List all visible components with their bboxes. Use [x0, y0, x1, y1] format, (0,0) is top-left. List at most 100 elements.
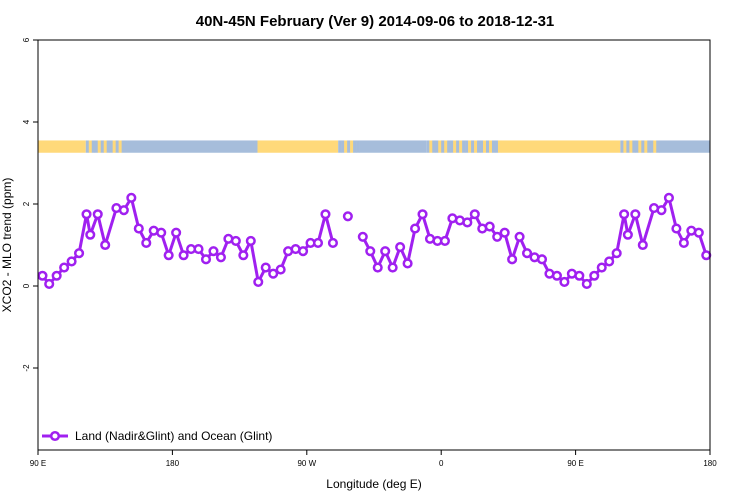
band-segment-ocean: [359, 140, 427, 153]
band-cell: [97, 140, 102, 153]
x-tick-label: 180: [703, 459, 717, 468]
band-cell: [441, 140, 445, 153]
data-point: [74, 248, 85, 259]
y-axis: -2 0 2 4 6: [22, 37, 38, 372]
data-point: [193, 244, 204, 255]
data-point: [100, 239, 111, 251]
band-cell: [118, 140, 122, 153]
data-point: [320, 209, 331, 220]
data-point: [551, 270, 562, 281]
data-point: [230, 235, 241, 246]
data-point: [342, 211, 353, 222]
band-cell: [100, 140, 105, 153]
band-cell: [620, 140, 624, 153]
band-cell: [626, 140, 630, 153]
data-point: [469, 209, 480, 220]
band-cell: [471, 140, 475, 153]
band-cell: [653, 140, 657, 153]
data-point: [514, 231, 525, 242]
data-point: [133, 223, 144, 234]
x-axis-label: Longitude (deg E): [326, 477, 421, 491]
data-point: [163, 250, 174, 261]
data-point: [484, 221, 495, 232]
x-tick-label: 0: [439, 459, 444, 468]
band-cell: [480, 140, 484, 153]
band-cell: [453, 140, 457, 153]
band-cell: [94, 140, 99, 153]
band-cell: [456, 140, 460, 153]
y-tick-label: 2: [22, 201, 31, 206]
band-cell: [347, 140, 351, 153]
chart-title: 40N-45N February (Ver 9) 2014-09-06 to 2…: [196, 13, 555, 30]
data-point: [357, 231, 368, 242]
data-point: [507, 254, 518, 265]
data-point: [141, 237, 152, 248]
data-point: [253, 276, 264, 287]
data-point: [604, 256, 615, 267]
data-point: [81, 209, 92, 220]
band-cell: [350, 140, 354, 153]
data-point: [637, 239, 648, 251]
data-point: [92, 209, 103, 220]
data-point: [622, 229, 633, 240]
band-segment-land: [38, 140, 86, 153]
band-cell: [112, 140, 116, 153]
data-point: [630, 209, 641, 220]
band-cell: [338, 140, 342, 153]
band-cell: [459, 140, 463, 153]
data-point: [51, 270, 62, 281]
data-point: [596, 262, 607, 273]
band-cell: [353, 140, 357, 153]
band-cell: [477, 140, 481, 153]
data-point: [215, 252, 226, 263]
band-cell: [344, 140, 348, 153]
data-point: [611, 248, 622, 259]
data-series: [37, 192, 712, 290]
data-point: [387, 262, 398, 273]
band-cell: [641, 140, 645, 153]
data-point: [574, 270, 585, 281]
band-cell: [429, 140, 433, 153]
band-cell: [635, 140, 639, 153]
band-cell: [638, 140, 642, 153]
band-cell: [491, 140, 496, 153]
band-segment-land: [500, 140, 621, 153]
y-tick-label: 4: [22, 119, 31, 124]
data-point: [492, 231, 503, 242]
data-point: [380, 246, 391, 257]
x-axis: 90 E 180 90 W 0 90 E 180: [30, 450, 717, 468]
band-cell: [432, 140, 436, 153]
data-point: [85, 229, 96, 240]
band-cell: [341, 140, 345, 153]
y-axis-label: XCO2 - MLO trend (ppm): [0, 178, 14, 313]
data-point: [275, 264, 286, 275]
band-cell: [629, 140, 633, 153]
data-point: [589, 270, 600, 281]
data-point: [208, 246, 219, 257]
data-point: [693, 227, 704, 238]
data-point: [156, 227, 167, 238]
band-cell: [474, 140, 478, 153]
x-tick-label: 90 E: [30, 459, 46, 468]
data-point: [678, 237, 689, 248]
data-point: [327, 237, 338, 248]
band-cell: [447, 140, 451, 153]
data-point: [118, 205, 129, 216]
legend-label: Land (Nadir&Glint) and Ocean (Glint): [75, 429, 272, 443]
band-cell: [468, 140, 472, 153]
data-point: [619, 209, 630, 220]
band-cell: [650, 140, 654, 153]
data-point: [522, 248, 533, 259]
data-point: [439, 235, 450, 246]
x-tick-label: 90 W: [297, 459, 316, 468]
band-cell: [644, 140, 648, 153]
band-cell: [488, 140, 493, 153]
data-point: [656, 205, 667, 216]
data-point: [410, 223, 421, 234]
data-point: [671, 223, 682, 234]
data-point: [37, 270, 48, 281]
band-cell: [486, 140, 490, 153]
band-cell: [85, 140, 90, 153]
data-point: [245, 235, 256, 246]
band-cell: [435, 140, 439, 153]
